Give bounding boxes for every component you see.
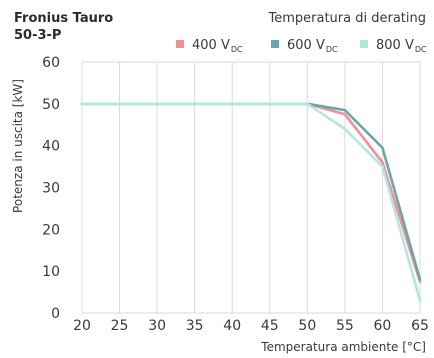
grid-layer (82, 62, 420, 313)
x-tick-label-40: 40 (223, 318, 241, 334)
y-tick-label-0: 0 (51, 306, 60, 322)
x-axis-label: Temperatura ambiente [°C] (260, 340, 426, 354)
legend-label-400-v: 400 V (192, 38, 230, 53)
legend-label-sub-400-v: DC (231, 45, 243, 54)
legend-label-600-v: 600 V (287, 38, 325, 53)
y-tick-label-10: 10 (42, 264, 60, 280)
chart-title-line1: Fronius Tauro (14, 11, 113, 26)
legend-title: Temperatura di derating (268, 11, 427, 26)
legend-label-sub-800-v: DC (415, 45, 427, 54)
x-tick-label-45: 45 (261, 318, 279, 334)
x-tick-label-20: 20 (73, 318, 91, 334)
series-line-600-v (82, 104, 420, 280)
x-tick-label-25: 25 (111, 318, 129, 334)
y-tick-label-40: 40 (42, 139, 60, 155)
y-tick-label-50: 50 (42, 97, 60, 113)
x-tick-label-35: 35 (186, 318, 204, 334)
y-axis-label: Potenza in uscita [kW] (11, 79, 25, 213)
x-tick-label-65: 65 (411, 318, 429, 334)
x-tick-label-30: 30 (148, 318, 166, 334)
y-tick-label-30: 30 (42, 181, 60, 197)
tick-layer: 20 25 30 35 40 45 50 55 60 65 0 10 20 30 40 50 60 (42, 55, 429, 334)
x-tick-label-50: 50 (298, 318, 316, 334)
legend-swatch-400-v (176, 40, 184, 48)
chart-title-line2: 50-3-P (14, 28, 61, 43)
x-tick-label-55: 55 (336, 318, 354, 334)
series-line-400-v (82, 104, 420, 282)
legend-label-sub-600-v: DC (326, 45, 338, 54)
y-tick-label-60: 60 (42, 55, 60, 71)
legend-swatch-800-v (360, 40, 368, 48)
x-tick-label-60: 60 (374, 318, 392, 334)
legend-swatch-600-v (271, 40, 279, 48)
legend-label-800-v: 800 V (376, 38, 414, 53)
y-tick-label-20: 20 (42, 222, 60, 238)
series-layer (82, 104, 420, 301)
